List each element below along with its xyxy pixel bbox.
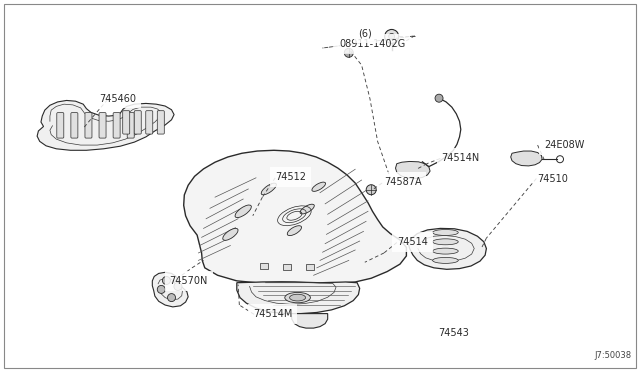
Polygon shape <box>408 228 486 269</box>
Polygon shape <box>237 282 360 314</box>
Ellipse shape <box>235 205 252 218</box>
Ellipse shape <box>287 226 301 235</box>
Text: 74512: 74512 <box>275 172 306 182</box>
Ellipse shape <box>433 248 458 254</box>
Text: 08911-1402G: 08911-1402G <box>339 39 406 49</box>
Polygon shape <box>396 161 430 179</box>
Circle shape <box>157 285 165 294</box>
Text: 74587A: 74587A <box>384 177 422 187</box>
Polygon shape <box>37 100 174 150</box>
Ellipse shape <box>289 294 306 301</box>
Polygon shape <box>152 272 188 307</box>
Circle shape <box>168 294 175 302</box>
Polygon shape <box>184 150 406 283</box>
Text: 74510: 74510 <box>538 174 568 183</box>
Text: J7:50038: J7:50038 <box>595 351 632 360</box>
FancyBboxPatch shape <box>260 263 268 269</box>
Polygon shape <box>511 151 542 166</box>
FancyBboxPatch shape <box>134 111 141 134</box>
Text: 745460: 745460 <box>99 94 136 103</box>
FancyBboxPatch shape <box>85 113 92 138</box>
Polygon shape <box>291 314 328 328</box>
Ellipse shape <box>223 228 238 240</box>
Text: 74514M: 74514M <box>253 310 292 319</box>
Text: 74514: 74514 <box>397 237 428 247</box>
Text: 74570N: 74570N <box>170 276 208 286</box>
Ellipse shape <box>433 257 458 263</box>
Ellipse shape <box>433 239 458 245</box>
Circle shape <box>385 29 399 44</box>
Circle shape <box>174 282 182 291</box>
Circle shape <box>435 94 443 102</box>
FancyBboxPatch shape <box>57 113 64 138</box>
Ellipse shape <box>312 182 326 191</box>
Text: 74514N: 74514N <box>442 153 480 163</box>
Ellipse shape <box>285 292 310 303</box>
FancyBboxPatch shape <box>127 113 134 138</box>
Text: (6): (6) <box>358 29 372 38</box>
FancyBboxPatch shape <box>146 111 153 134</box>
Circle shape <box>163 276 170 285</box>
Circle shape <box>344 48 353 57</box>
FancyBboxPatch shape <box>123 111 130 134</box>
FancyBboxPatch shape <box>71 113 78 138</box>
Circle shape <box>388 33 395 39</box>
FancyBboxPatch shape <box>99 113 106 138</box>
Ellipse shape <box>300 204 314 214</box>
Ellipse shape <box>433 230 458 235</box>
FancyBboxPatch shape <box>307 264 314 270</box>
FancyBboxPatch shape <box>113 113 120 138</box>
Circle shape <box>366 185 376 195</box>
Ellipse shape <box>261 183 276 195</box>
FancyBboxPatch shape <box>283 264 291 270</box>
FancyBboxPatch shape <box>157 111 164 134</box>
Text: 24E08W: 24E08W <box>544 140 584 150</box>
Text: 74543: 74543 <box>438 328 469 338</box>
